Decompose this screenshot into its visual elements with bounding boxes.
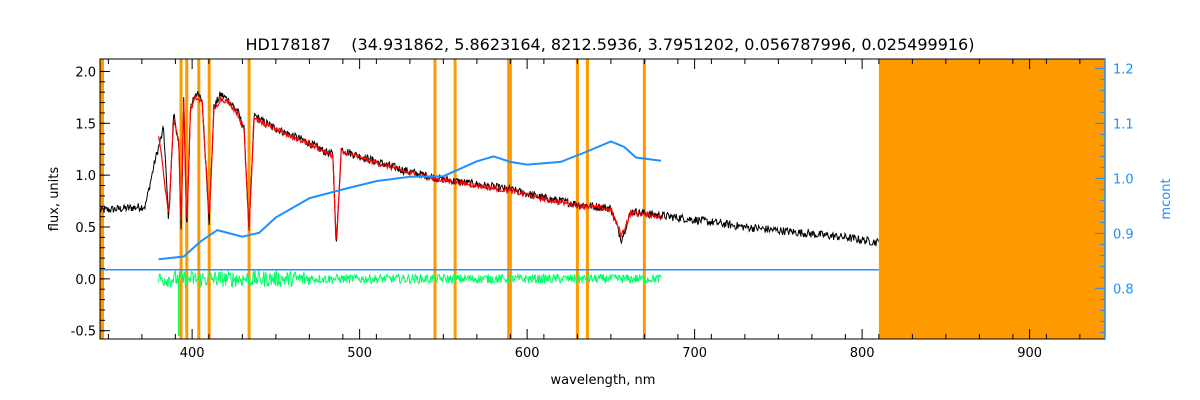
mask-line (453, 59, 457, 339)
mask-line (585, 59, 589, 339)
y-tick-label: 0.5 (75, 221, 96, 236)
series-mcont (158, 140, 662, 261)
x-tick-label: 700 (682, 346, 707, 361)
series-model-flux (158, 94, 662, 240)
y-axis-label: flux, units (47, 167, 62, 232)
bottom-axis: 400 500 600 700 800 900 (107, 59, 1081, 361)
x-tick-label: 900 (1017, 346, 1042, 361)
series-observed-flux (99, 91, 879, 247)
mask-line (508, 59, 512, 339)
y-tick-label: 1.5 (75, 117, 96, 132)
y2-tick-label: 1.2 (1113, 62, 1134, 77)
mask-line (207, 59, 211, 339)
series-residual (158, 270, 662, 289)
mask-line (433, 59, 437, 339)
left-axis: -0.5 0.0 0.5 1.0 1.5 2.0 (71, 65, 110, 340)
mask-line (507, 59, 511, 339)
mask-band (878, 59, 1105, 339)
y-tick-label: -0.5 (71, 325, 96, 340)
y2-tick-label: 0.8 (1113, 282, 1134, 297)
mask-line (179, 59, 183, 339)
y2-tick-label: 0.9 (1113, 227, 1134, 242)
series-layer (99, 91, 879, 336)
y2-tick-label: 1.0 (1113, 172, 1134, 187)
mask-line (642, 59, 646, 339)
mask-line (247, 59, 251, 339)
chart-title: HD178187 (34.931862, 5.8623164, 8212.593… (246, 35, 975, 54)
x-tick-label: 800 (850, 346, 875, 361)
x-tick-label: 500 (347, 346, 372, 361)
x-tick-label: 400 (180, 346, 205, 361)
mask-layer (100, 59, 1105, 339)
mask-line (185, 59, 189, 339)
mask-line (197, 59, 201, 339)
mask-line (100, 59, 104, 339)
y-tick-label: 0.0 (75, 273, 96, 288)
right-y-axis-label: mcont (1159, 178, 1174, 219)
mask-line (575, 59, 579, 339)
y2-tick-label: 1.1 (1113, 117, 1134, 132)
right-axis: 0.8 0.9 1.0 1.1 1.2 (1095, 59, 1134, 339)
y-tick-label: 1.0 (75, 169, 96, 184)
y-tick-label: 2.0 (75, 65, 96, 80)
x-axis-label: wavelength, nm (551, 373, 656, 388)
x-tick-label: 600 (515, 346, 540, 361)
